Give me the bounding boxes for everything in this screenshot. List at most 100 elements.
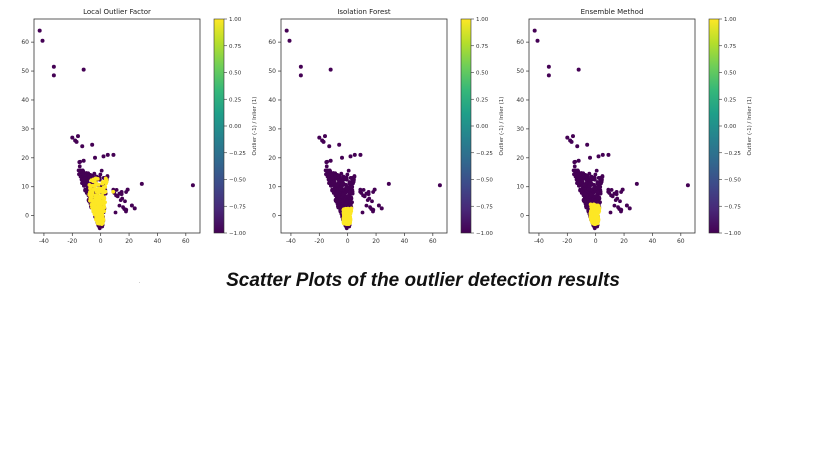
outlier-point	[330, 180, 334, 185]
outlier-point	[124, 207, 129, 212]
outlier-point	[80, 144, 85, 149]
outlier-point	[327, 144, 332, 149]
x-tick-label: 60	[677, 238, 685, 245]
outlier-point	[618, 199, 622, 204]
outlier-point	[613, 198, 618, 203]
outlier-point	[586, 187, 591, 192]
colorbar-tick-label: 0.25	[724, 97, 737, 103]
inlier-point	[97, 208, 102, 212]
outlier-point	[532, 28, 537, 33]
outlier-point	[84, 188, 88, 193]
y-tick-label: 40	[516, 97, 524, 104]
inlier-point	[93, 208, 98, 213]
y-tick-label: 0	[25, 213, 29, 220]
outlier-point	[345, 199, 349, 204]
inlier-point	[104, 179, 109, 184]
colorbar-tick-label: 1.00	[724, 17, 737, 23]
outlier-point	[575, 144, 580, 149]
y-tick-label: 20	[516, 155, 524, 162]
colorbar-tick-label: 0.50	[229, 71, 242, 77]
chart-isolation-forest: Isolation Forest -40 -20 0 20 40 60 0 10 20 30 40 50…	[268, 8, 505, 245]
outlier-point	[368, 205, 372, 210]
outlier-point	[345, 172, 350, 177]
colorbar-tick-label: −0.50	[476, 178, 493, 184]
outlier-point	[588, 155, 593, 160]
outlier-point	[284, 28, 289, 33]
x-tick-label: 40	[154, 238, 162, 245]
y-tick-label: 40	[268, 97, 276, 104]
x-tick-label: 0	[99, 238, 103, 245]
outlier-point	[70, 135, 75, 140]
colorbar-tick-label: 0.25	[229, 97, 242, 103]
outlier-point	[597, 185, 601, 190]
outlier-point	[596, 175, 601, 180]
outlier-point	[546, 73, 551, 78]
inlier-point	[595, 210, 600, 215]
outlier-point	[572, 164, 577, 169]
inlier-point	[589, 219, 594, 224]
outlier-point	[80, 171, 85, 176]
inlier-point	[101, 185, 106, 190]
outlier-point	[78, 168, 83, 173]
inlier-point	[103, 200, 107, 205]
inlier-point	[348, 208, 353, 213]
inlier-point	[87, 183, 92, 187]
outlier-point	[337, 202, 342, 207]
outlier-point	[358, 189, 363, 194]
chart-title: Isolation Forest	[337, 8, 391, 16]
scatter-points	[284, 28, 442, 231]
outlier-point	[341, 192, 346, 197]
inlier-point	[94, 217, 99, 221]
x-tick-label: 60	[429, 238, 437, 245]
outlier-point	[298, 64, 303, 69]
outlier-point	[347, 181, 352, 186]
y-tick-label: 60	[21, 39, 29, 46]
outlier-point	[634, 181, 639, 186]
outlier-point	[578, 180, 582, 185]
outlier-point	[119, 192, 124, 197]
outlier-point	[589, 192, 594, 197]
inlier-point	[90, 202, 95, 207]
outlier-point	[585, 202, 590, 207]
colorbar-label: Outlier (-1) / Inlier (1)	[252, 97, 258, 156]
outlier-point	[81, 158, 86, 163]
outlier-point	[328, 67, 333, 72]
panel-ensemble-method: Ensemble Method -40 -20 0 20 40 60 0 10 20 30 40 50 6…	[495, 0, 765, 250]
outlier-point	[287, 38, 292, 43]
outlier-point	[338, 187, 343, 192]
inlier-point	[111, 189, 116, 194]
x-tick-label: 20	[620, 238, 628, 245]
inlier-point	[87, 191, 92, 196]
outlier-point	[379, 206, 384, 211]
outlier-point	[113, 210, 118, 215]
outlier-point	[139, 181, 144, 186]
outlier-point	[317, 135, 322, 140]
outlier-point	[365, 198, 370, 203]
outlier-point	[620, 187, 625, 192]
outlier-point	[93, 155, 98, 160]
colorbar-tick-label: −0.25	[476, 151, 493, 157]
x-tick-label: -20	[562, 238, 572, 245]
outlier-point	[98, 172, 103, 177]
x-tick-label: 40	[401, 238, 409, 245]
outlier-point	[360, 210, 365, 215]
y-tick-label: 50	[268, 68, 276, 75]
colorbar-tick-label: 0.50	[724, 71, 737, 77]
colorbar-tick-label: −0.50	[724, 178, 741, 184]
outlier-point	[685, 183, 690, 188]
outlier-point	[371, 207, 376, 212]
outlier-point	[364, 203, 369, 208]
outlier-point	[627, 206, 632, 211]
chart-title: Local Outlier Factor	[83, 8, 151, 16]
colorbar-tick-label: 1.00	[476, 17, 489, 23]
plot-area	[280, 18, 448, 234]
y-tick-label: 30	[516, 126, 524, 133]
outlier-point	[350, 191, 355, 196]
colorbar-tick-label: −0.50	[229, 178, 246, 184]
colorbar-tick-label: −0.75	[476, 204, 493, 210]
outlier-point	[90, 142, 95, 147]
plot-area	[528, 18, 696, 234]
x-tick-label: 20	[372, 238, 380, 245]
y-tick-label: 30	[268, 126, 276, 133]
outlier-point	[546, 64, 551, 69]
